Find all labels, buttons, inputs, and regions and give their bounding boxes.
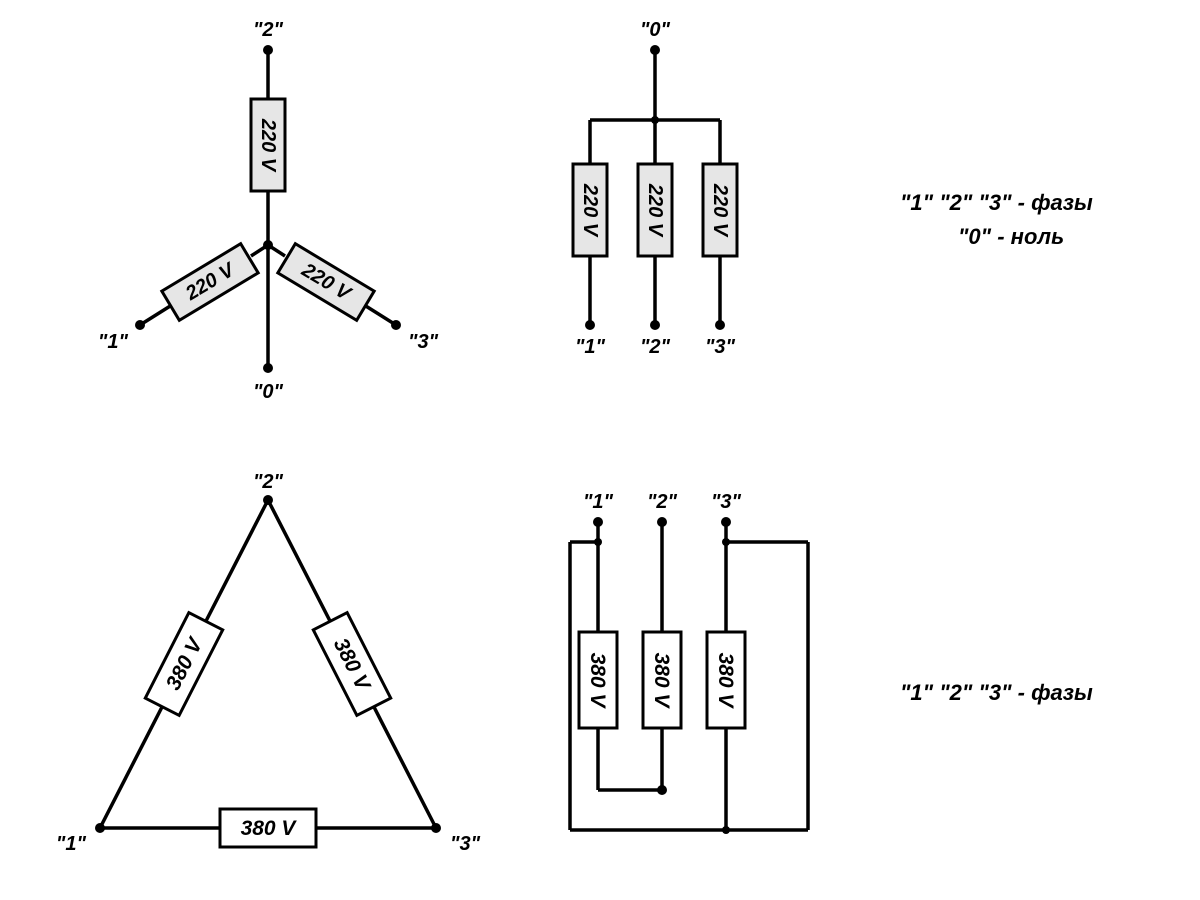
star-label-2: "2" [253,19,284,41]
sp-label-0: "0" [640,19,671,41]
legend-top-line2: "0" - ноль [958,224,1064,249]
delta-label-3: "3" [450,833,481,855]
star-center-node [263,240,273,250]
delta-resistor-12 [145,613,222,716]
dp-resistor-1 [579,632,617,728]
sp-terminal-2 [650,320,660,330]
delta-resistor-23 [313,613,390,716]
legend-bottom-line1: "1" "2" "3" - фазы [900,680,1093,705]
dp-resistor-3 [707,632,745,728]
diagram-delta-parallel: "1" "2" "3" [570,491,808,834]
star-terminal-3 [391,320,401,330]
dp-label-1: "1" [583,491,614,513]
sp-label-1: "1" [575,336,606,358]
delta-resistor-13 [220,809,316,847]
legend-top-line1: "1" "2" "3" - фазы [900,190,1093,215]
sp-resistor-3 [703,164,737,256]
star-label-3: "3" [408,331,439,353]
star-terminal-0 [263,363,273,373]
star-terminal-1 [135,320,145,330]
star-label-1: "1" [98,331,129,353]
star-resistor-phase3 [278,244,374,321]
diagram-star: "2" "0" "1" "3" [98,19,439,403]
dp-resistor-2 [643,632,681,728]
star-terminal-2 [263,45,273,55]
legend-top: "1" "2" "3" - фазы "0" - ноль [900,190,1093,249]
dp-label-2: "2" [647,491,678,513]
sp-label-2: "2" [640,336,671,358]
diagram-delta: "2" "1" "3" [56,471,481,855]
star-resistor-phase1 [162,244,258,321]
diagram-star-parallel: "0" "1" "2" "3" [573,19,737,358]
sp-resistor-2 [638,164,672,256]
dp-label-3: "3" [711,491,742,513]
sp-resistor-1 [573,164,607,256]
legend-bottom: "1" "2" "3" - фазы [900,680,1093,705]
sp-terminal-3 [715,320,725,330]
delta-label-2: "2" [253,471,284,493]
star-label-0: "0" [253,381,284,403]
schematic-canvas: 220 V 380 V "2" "0" "1" "3 [0,0,1200,900]
sp-label-3: "3" [705,336,736,358]
star-resistor-phase2 [251,99,285,191]
sp-terminal-1 [585,320,595,330]
delta-label-1: "1" [56,833,87,855]
